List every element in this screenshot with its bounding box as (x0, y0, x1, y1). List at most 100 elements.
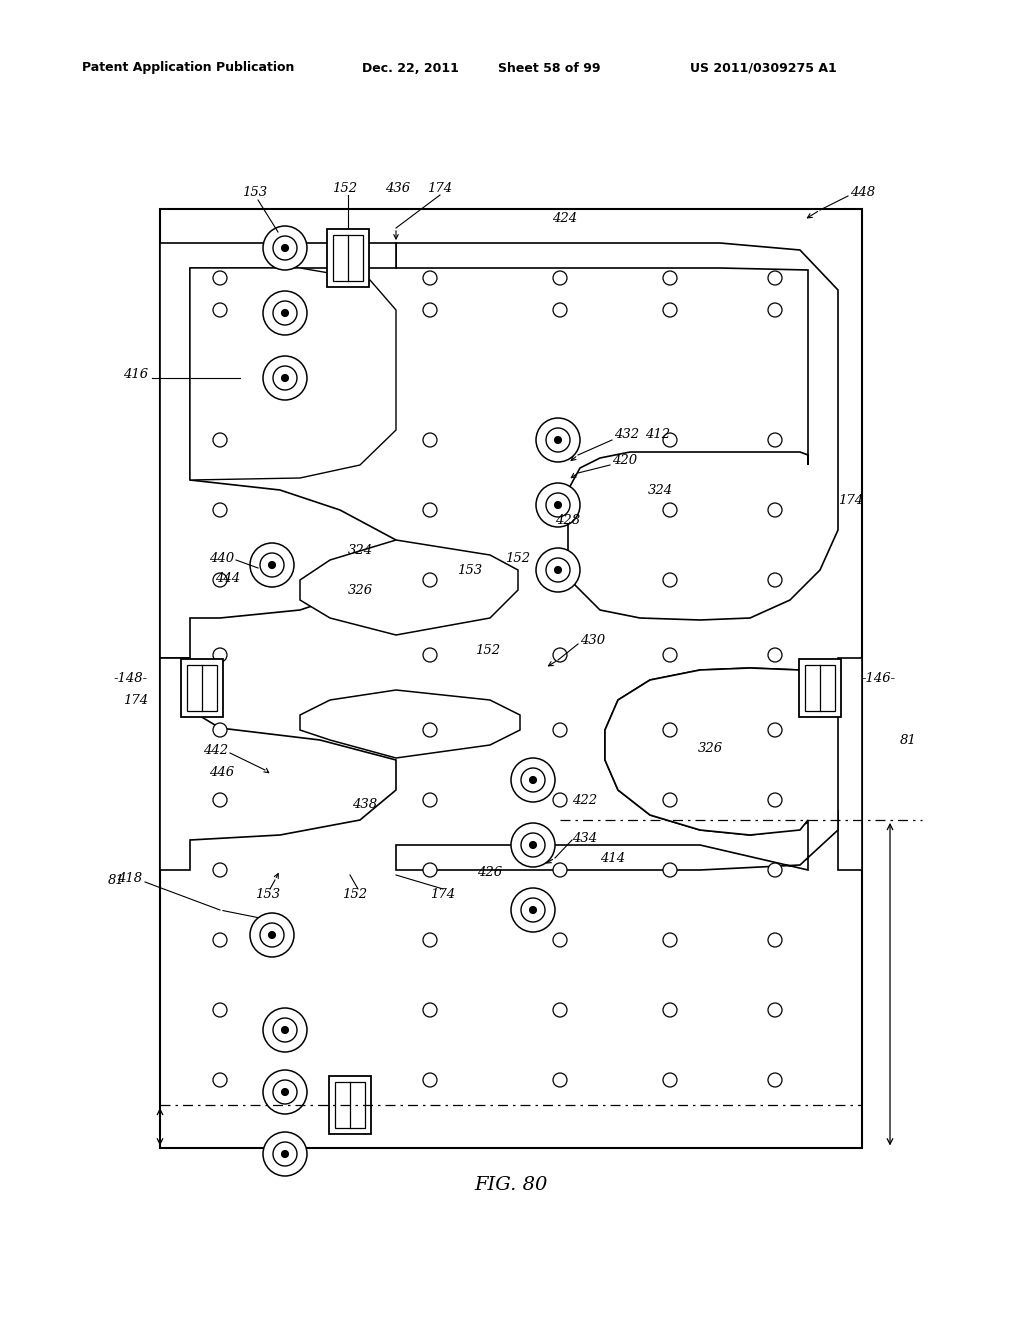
Circle shape (273, 1080, 297, 1104)
Text: Dec. 22, 2011: Dec. 22, 2011 (362, 62, 459, 74)
Polygon shape (396, 243, 838, 620)
Bar (329, 1076, 371, 1134)
Circle shape (768, 793, 782, 807)
Text: 428: 428 (555, 513, 581, 527)
Bar (805, 665, 835, 711)
Text: 414: 414 (600, 851, 625, 865)
Circle shape (529, 907, 537, 913)
Circle shape (273, 1018, 297, 1041)
Polygon shape (300, 540, 518, 635)
Circle shape (521, 768, 545, 792)
Text: 152: 152 (342, 888, 368, 902)
Circle shape (213, 573, 227, 587)
Text: 446: 446 (209, 766, 234, 779)
Circle shape (546, 492, 570, 517)
Circle shape (768, 573, 782, 587)
Circle shape (263, 1071, 307, 1114)
Circle shape (553, 933, 567, 946)
Text: 174: 174 (123, 693, 148, 706)
Text: 174: 174 (427, 181, 453, 194)
Circle shape (553, 433, 567, 447)
Circle shape (423, 648, 437, 663)
Circle shape (663, 723, 677, 737)
Circle shape (663, 933, 677, 946)
Text: 416: 416 (123, 368, 148, 381)
Circle shape (553, 793, 567, 807)
Circle shape (213, 863, 227, 876)
Text: 426: 426 (477, 866, 503, 879)
Circle shape (213, 933, 227, 946)
Circle shape (553, 271, 567, 285)
Circle shape (268, 932, 275, 939)
Circle shape (663, 863, 677, 876)
Circle shape (546, 428, 570, 451)
Circle shape (529, 776, 537, 784)
Circle shape (553, 723, 567, 737)
Bar (799, 659, 841, 717)
Text: 326: 326 (698, 742, 723, 755)
Circle shape (768, 304, 782, 317)
Circle shape (282, 1151, 289, 1158)
Circle shape (282, 244, 289, 252)
Circle shape (663, 271, 677, 285)
Circle shape (768, 648, 782, 663)
Polygon shape (605, 657, 862, 870)
Circle shape (260, 553, 284, 577)
Text: 152: 152 (475, 644, 501, 656)
Circle shape (663, 304, 677, 317)
Circle shape (663, 793, 677, 807)
Polygon shape (300, 690, 520, 758)
Bar (160, 209, 862, 1148)
Polygon shape (160, 243, 396, 657)
Circle shape (268, 561, 275, 569)
Circle shape (529, 842, 537, 849)
Circle shape (423, 304, 437, 317)
Text: 444: 444 (215, 572, 240, 585)
Circle shape (768, 933, 782, 946)
Circle shape (768, 723, 782, 737)
Circle shape (282, 1089, 289, 1096)
Circle shape (273, 1142, 297, 1166)
Circle shape (768, 271, 782, 285)
Circle shape (768, 863, 782, 876)
Circle shape (282, 309, 289, 317)
Text: Sheet 58 of 99: Sheet 58 of 99 (498, 62, 600, 74)
Circle shape (553, 1073, 567, 1086)
Text: 153: 153 (458, 564, 482, 577)
Circle shape (663, 433, 677, 447)
Text: 418: 418 (117, 871, 142, 884)
Circle shape (213, 433, 227, 447)
Circle shape (263, 226, 307, 271)
Circle shape (555, 566, 561, 573)
Text: 174: 174 (430, 888, 456, 902)
Polygon shape (160, 657, 396, 870)
Text: 324: 324 (347, 544, 373, 557)
Circle shape (250, 543, 294, 587)
Circle shape (553, 304, 567, 317)
Circle shape (250, 913, 294, 957)
Bar (333, 235, 362, 281)
Text: 152: 152 (506, 552, 530, 565)
Text: 422: 422 (572, 793, 597, 807)
Text: 438: 438 (352, 799, 378, 812)
Circle shape (553, 1003, 567, 1016)
Text: US 2011/0309275 A1: US 2011/0309275 A1 (690, 62, 837, 74)
Circle shape (263, 1008, 307, 1052)
Circle shape (423, 793, 437, 807)
Text: 152: 152 (333, 181, 357, 194)
Circle shape (423, 503, 437, 517)
Circle shape (536, 418, 580, 462)
Circle shape (553, 863, 567, 876)
Text: 153: 153 (255, 888, 281, 902)
Circle shape (555, 502, 561, 508)
Text: 432: 432 (614, 429, 639, 441)
Circle shape (768, 433, 782, 447)
Text: 436: 436 (385, 181, 411, 194)
Circle shape (213, 1003, 227, 1016)
Circle shape (553, 573, 567, 587)
Bar (187, 665, 217, 711)
Circle shape (213, 793, 227, 807)
Circle shape (213, 304, 227, 317)
Circle shape (273, 301, 297, 325)
Circle shape (663, 1003, 677, 1016)
